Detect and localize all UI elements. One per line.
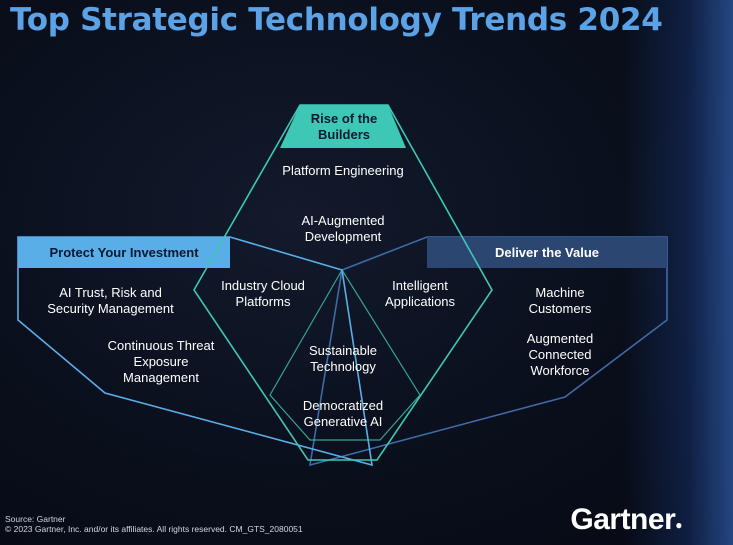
- logo-dot-icon: ●: [675, 518, 682, 532]
- trend-sustainable-technology: Sustainable Technology: [309, 343, 377, 374]
- trend-machine-customers: Machine Customers: [528, 285, 592, 316]
- trend-intelligent-applications: Intelligent Applications: [384, 278, 456, 309]
- protect-investment-header: Protect Your Investment: [49, 245, 199, 260]
- decorative-glow: [623, 0, 733, 545]
- footer-source: Source: Gartner: [5, 514, 66, 524]
- trend-democratized-generative-ai: Democratized Generative AI: [302, 398, 384, 429]
- trend-industry-cloud-platforms: Industry Cloud Platforms: [221, 278, 305, 309]
- rise-builders-header-bg: [280, 105, 406, 148]
- trend-ai-trism: AI Trust, Risk and Security Management: [47, 285, 174, 316]
- gartner-logo: Gartner●: [570, 503, 682, 537]
- protect-investment-header-bg: [18, 237, 230, 268]
- trend-ai-augmented-development: AI-Augmented Development: [301, 213, 385, 244]
- deliver-value-header-bg: [427, 237, 667, 268]
- trend-ctem: Continuous Threat Exposure Management: [107, 338, 215, 385]
- trend-augmented-connected-workforce: Augmented Connected Workforce: [526, 331, 594, 378]
- trend-platform-engineering: Platform Engineering: [282, 163, 404, 178]
- footer: Source: Gartner © 2023 Gartner, Inc. and…: [5, 514, 303, 534]
- center-overlap-outline: [269, 268, 421, 441]
- deliver-value-header: Deliver the Value: [494, 245, 600, 260]
- page-title: Top Strategic Technology Trends 2024: [10, 2, 663, 38]
- logo-text: Gartner: [570, 503, 676, 536]
- rise-builders-header: Rise of the Builders: [310, 111, 378, 142]
- footer-copyright: © 2023 Gartner, Inc. and/or its affiliat…: [5, 524, 303, 534]
